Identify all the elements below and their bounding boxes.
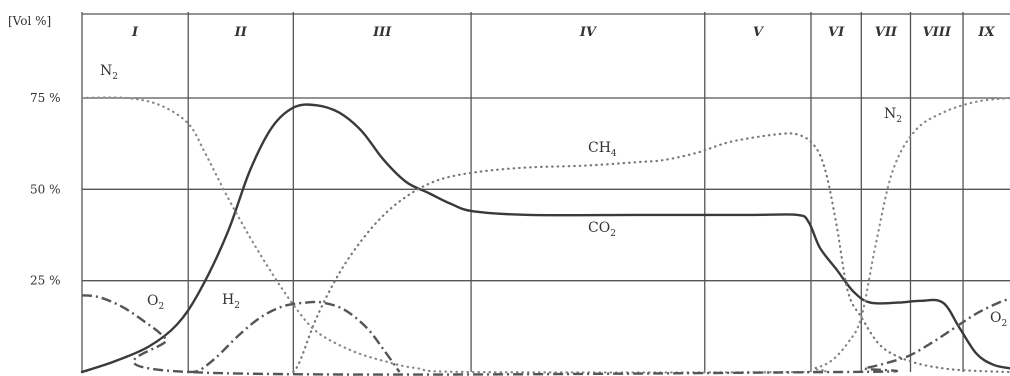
series-line-ch4 [292,132,1010,374]
y-tick-label: 75 % [30,91,61,105]
series-label-co2: CO2 [588,220,616,239]
labels: [Vol %] 75 %50 %25 %I II III IV V VI VII VIII IX… [8,14,1007,329]
phase-label-II: II [234,25,248,40]
phase-label-V: V [753,25,765,40]
series-line-h2 [188,300,401,374]
series-label-h2: H2 [222,292,240,311]
phase-label-I: I [131,25,139,40]
phase-label-VI: VI [828,25,845,40]
y-tick-label: 25 % [30,274,61,288]
series-line-o2 [81,294,1010,376]
series-label-n2-right: N2 [884,106,902,125]
phase-label-IX: IX [977,25,995,40]
phase-label-IV: IV [579,25,598,40]
series-label-o2-right: O2 [990,310,1007,329]
series-line-co2 [80,103,1010,374]
y-tick-label: 50 % [30,182,61,196]
phase-label-VII: VII [875,25,898,40]
phase-label-III: III [372,25,392,40]
phase-label-VIII: VIII [923,25,952,40]
series-label-o2-left: O2 [147,293,164,312]
series-label-n2-left: N2 [100,63,118,82]
grid [81,12,1010,372]
series-line-n2 [80,96,1010,374]
y-axis-unit-label: [Vol %] [8,14,51,28]
series-label-ch4: CH4 [588,140,617,159]
series-group [80,96,1010,376]
